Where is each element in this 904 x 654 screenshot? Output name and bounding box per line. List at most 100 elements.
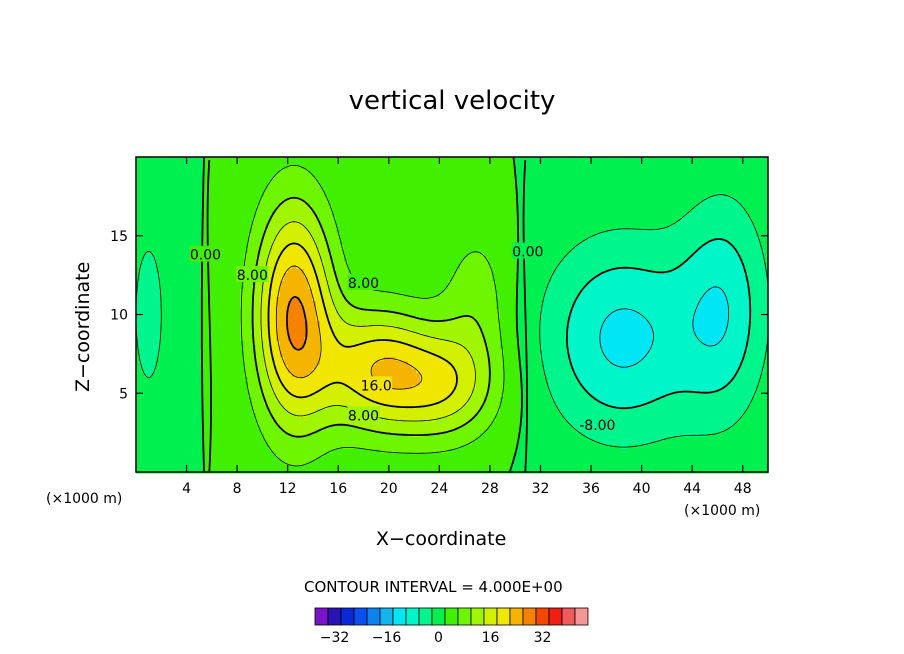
field-cell: [500, 193, 505, 198]
field-cell: [604, 213, 609, 218]
field-cell: [444, 173, 449, 178]
field-cell: [740, 205, 745, 210]
field-cell: [332, 281, 337, 286]
field-cell: [616, 173, 621, 178]
field-cell: [696, 157, 701, 162]
field-cell: [208, 241, 213, 246]
field-cell: [356, 201, 361, 206]
field-cell: [300, 209, 305, 214]
field-cell: [492, 241, 497, 246]
field-cell: [488, 273, 493, 278]
field-cell: [740, 225, 745, 230]
field-cell: [584, 189, 589, 194]
field-cell: [628, 225, 633, 230]
field-cell: [384, 205, 389, 210]
field-cell: [448, 221, 453, 226]
field-cell: [668, 181, 673, 186]
field-cell: [460, 161, 465, 166]
field-cell: [640, 229, 645, 234]
field-cell: [188, 189, 193, 194]
field-cell: [416, 169, 421, 174]
field-cell: [472, 217, 477, 222]
field-cell: [568, 245, 573, 250]
field-cell: [488, 277, 493, 282]
field-cell: [728, 209, 733, 214]
field-cell: [428, 197, 433, 202]
field-cell: [180, 221, 185, 226]
field-cell: [332, 201, 337, 206]
field-cell: [524, 185, 529, 190]
field-cell: [328, 221, 333, 226]
field-cell: [756, 177, 761, 182]
field-cell: [732, 209, 737, 214]
field-cell: [448, 245, 453, 250]
field-cell: [340, 185, 345, 190]
field-cell: [300, 233, 305, 238]
field-cell: [372, 185, 377, 190]
field-cell: [340, 225, 345, 230]
field-cell: [584, 213, 589, 218]
field-cell: [432, 269, 437, 274]
field-cell: [588, 185, 593, 190]
field-cell: [636, 253, 641, 258]
field-cell: [684, 197, 689, 202]
field-cell: [604, 197, 609, 202]
field-cell: [288, 229, 293, 234]
field-cell: [164, 157, 169, 162]
field-cell: [388, 229, 393, 234]
field-cell: [540, 237, 545, 242]
field-cell: [440, 245, 445, 250]
field-cell: [760, 185, 765, 190]
field-cell: [540, 201, 545, 206]
field-cell: [716, 277, 721, 282]
field-cell: [168, 165, 173, 170]
field-cell: [548, 197, 553, 202]
field-cell: [632, 173, 637, 178]
field-cell: [612, 229, 617, 234]
field-cell: [332, 221, 337, 226]
field-cell: [580, 201, 585, 206]
field-cell: [648, 225, 653, 230]
field-cell: [184, 245, 189, 250]
field-cell: [348, 249, 353, 254]
field-cell: [684, 169, 689, 174]
field-cell: [136, 225, 141, 230]
field-cell: [296, 177, 301, 182]
field-cell: [596, 193, 601, 198]
field-cell: [544, 157, 549, 162]
field-cell: [716, 221, 721, 226]
field-cell: [492, 261, 497, 266]
field-cell: [508, 225, 513, 230]
field-cell: [668, 177, 673, 182]
field-cell: [168, 205, 173, 210]
field-cell: [428, 181, 433, 186]
field-cell: [480, 177, 485, 182]
field-cell: [640, 245, 645, 250]
field-cell: [628, 233, 633, 238]
field-cell: [500, 221, 505, 226]
field-cell: [524, 281, 529, 286]
field-cell: [212, 197, 217, 202]
field-cell: [668, 257, 673, 262]
field-cell: [688, 221, 693, 226]
field-cell: [608, 241, 613, 246]
field-cell: [388, 277, 393, 282]
field-cell: [292, 189, 297, 194]
field-cell: [420, 281, 425, 286]
field-cell: [552, 177, 557, 182]
field-cell: [664, 233, 669, 238]
field-cell: [232, 241, 237, 246]
field-cell: [264, 233, 269, 238]
field-cell: [244, 213, 249, 218]
field-cell: [684, 217, 689, 222]
field-cell: [596, 157, 601, 162]
field-cell: [472, 229, 477, 234]
field-cell: [136, 253, 141, 258]
field-cell: [400, 205, 405, 210]
field-cell: [220, 169, 225, 174]
field-cell: [396, 265, 401, 270]
field-cell: [644, 237, 649, 242]
field-cell: [576, 269, 581, 274]
field-cell: [608, 189, 613, 194]
field-cell: [160, 269, 165, 274]
